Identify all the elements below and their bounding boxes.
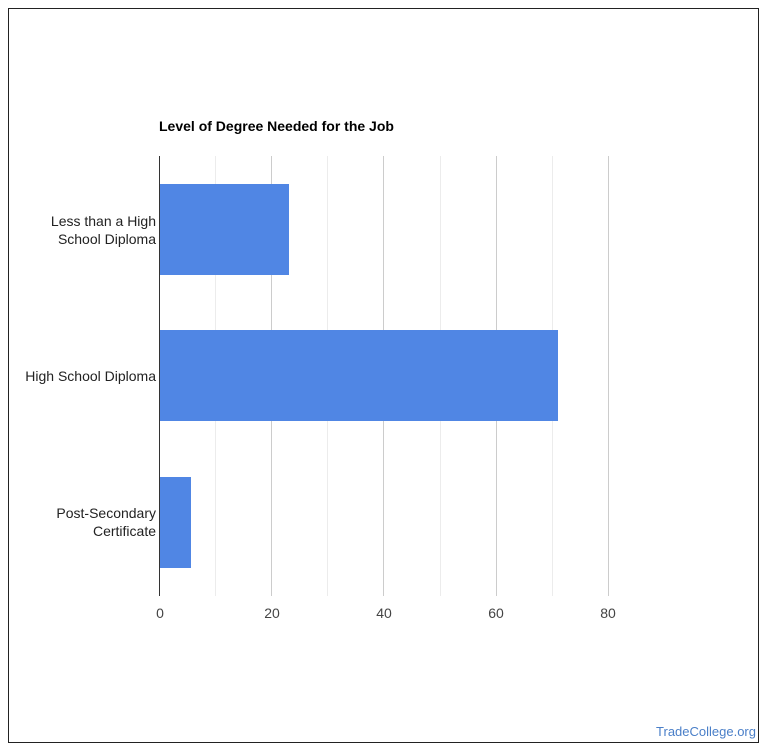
bar-high-school-diploma[interactable] (159, 330, 559, 421)
chart-title: Level of Degree Needed for the Job (159, 118, 394, 134)
bar-less-than-high-school[interactable] (159, 184, 290, 275)
category-label: Post-Secondary Certificate (6, 504, 156, 540)
category-label-line: School Diploma (57, 231, 156, 247)
category-label: High School Diploma (6, 367, 156, 385)
brand-link[interactable]: TradeCollege.org (656, 724, 756, 739)
x-tick-label: 80 (600, 605, 616, 621)
category-label: Less than a High School Diploma (6, 212, 156, 248)
category-label-line: Certificate (92, 523, 156, 539)
plot-area (159, 156, 609, 596)
category-label-line: Less than a High (50, 213, 156, 229)
y-axis-line (159, 156, 160, 596)
x-tick-label: 40 (376, 605, 392, 621)
x-tick-label: 60 (488, 605, 504, 621)
category-label-line: High School Diploma (25, 368, 156, 384)
x-tick-label: 20 (264, 605, 280, 621)
gridline-major (608, 156, 609, 596)
bar-post-secondary-certificate[interactable] (159, 477, 191, 568)
x-tick-label: 0 (156, 605, 164, 621)
category-label-line: Post-Secondary (56, 505, 156, 521)
